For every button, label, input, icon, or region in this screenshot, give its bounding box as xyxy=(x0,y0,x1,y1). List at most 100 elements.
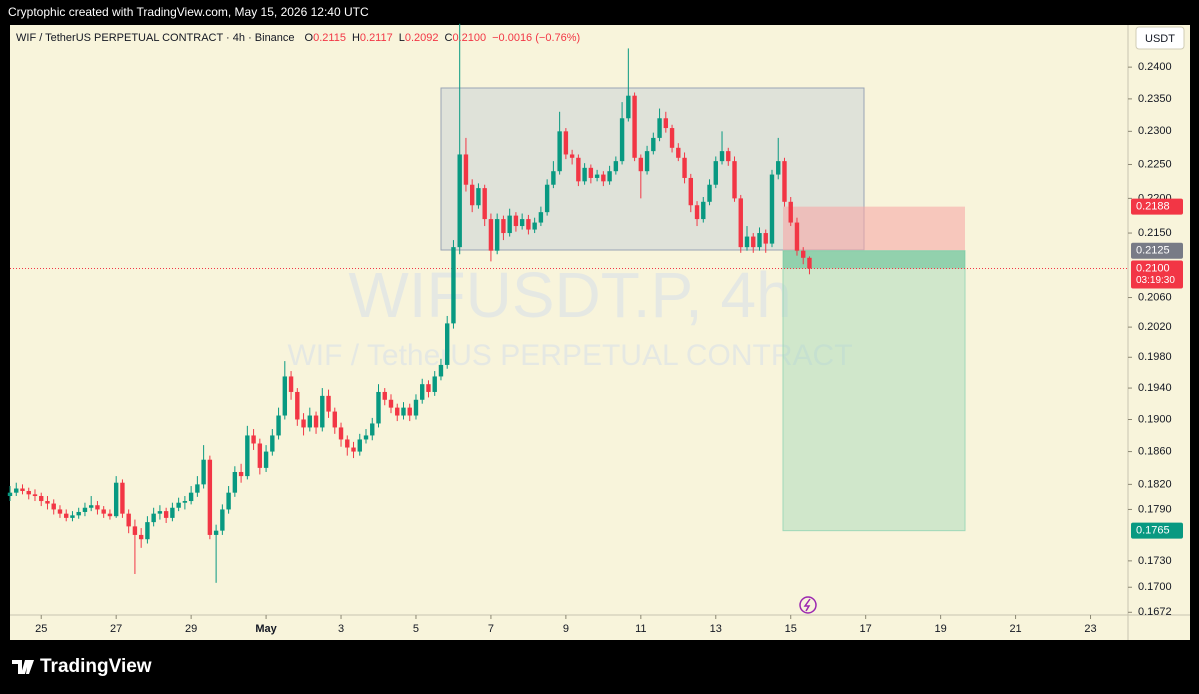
candle-body xyxy=(563,131,569,155)
candle-body xyxy=(332,411,337,428)
y-tick-label: 0.1980 xyxy=(1138,351,1172,363)
candle-body xyxy=(20,488,25,492)
candle-body xyxy=(26,491,31,495)
candle-body xyxy=(732,161,737,199)
ohlc-value: 0.2117 xyxy=(360,32,393,44)
candle-body xyxy=(14,488,19,493)
candle-body xyxy=(688,177,693,206)
candle-body xyxy=(57,509,63,514)
ohlc-value: 0.2100 xyxy=(452,32,486,44)
stop-label-bg xyxy=(1131,198,1183,215)
brand-name: TradingView xyxy=(40,656,152,677)
candle-body xyxy=(619,118,625,162)
candle-body xyxy=(132,526,138,535)
change: −0.0016 (−0.76%) xyxy=(492,32,580,44)
candle-body xyxy=(82,507,88,512)
candle-body xyxy=(326,395,331,412)
candle-body xyxy=(120,482,125,514)
candle-body xyxy=(426,384,431,392)
currency-button[interactable] xyxy=(1135,26,1185,50)
candle-body xyxy=(351,447,356,452)
candle-body xyxy=(569,154,575,158)
candle-body xyxy=(507,215,512,234)
candle-body xyxy=(245,435,250,477)
candle-body xyxy=(238,471,244,477)
candle-body xyxy=(532,222,537,230)
candle-body xyxy=(576,157,581,182)
candle-body xyxy=(694,205,700,220)
candle-body xyxy=(669,128,675,148)
candle-body xyxy=(163,511,169,518)
candle-body xyxy=(282,376,288,416)
candle-body xyxy=(519,219,525,227)
candle-body xyxy=(407,407,412,416)
candle-body xyxy=(488,219,494,251)
candle-body xyxy=(807,257,812,269)
candle-body xyxy=(176,502,181,508)
candle-body xyxy=(270,435,275,452)
ohlc-key: L xyxy=(399,32,405,44)
x-tick-label: 5 xyxy=(413,623,419,635)
x-tick-label: 21 xyxy=(1009,623,1021,635)
candle-body xyxy=(607,171,612,182)
candle-body xyxy=(64,513,69,518)
candle-body xyxy=(469,184,475,206)
candle-body xyxy=(276,415,281,436)
candle-body xyxy=(494,219,500,251)
candle-body xyxy=(601,174,606,182)
candle-body xyxy=(95,505,100,510)
currency[interactable]: USDT xyxy=(1145,33,1175,45)
candle-body xyxy=(188,492,194,502)
candle-body xyxy=(126,513,131,527)
candle-body xyxy=(363,435,369,440)
y-tick-label: 0.1820 xyxy=(1138,478,1172,490)
chart-background xyxy=(10,25,1190,640)
y-tick-label: 0.1730 xyxy=(1138,555,1172,567)
candle-body xyxy=(638,157,644,172)
x-tick-label: 17 xyxy=(860,623,872,635)
x-tick-label: 9 xyxy=(563,623,569,635)
candle-body xyxy=(451,247,456,324)
candles xyxy=(7,23,812,583)
y-tick-label: 0.2060 xyxy=(1138,291,1172,303)
candle-body xyxy=(232,471,238,493)
last-price-bg xyxy=(1131,260,1183,289)
candle-body xyxy=(776,161,781,175)
x-tick-label: 27 xyxy=(110,623,122,635)
credit: Cryptophic created with TradingView.com,… xyxy=(8,5,369,19)
candle-body xyxy=(713,161,718,185)
candle-body xyxy=(376,391,381,424)
watermark: WIF / TetherUS PERPETUAL CONTRACT xyxy=(287,339,852,372)
candle-body xyxy=(157,511,163,514)
candle-body xyxy=(801,250,806,258)
plot: 0.24000.23500.23000.22500.22000.21500.20… xyxy=(35,61,1172,635)
y-tick-label: 0.2250 xyxy=(1138,158,1172,170)
ohlc-value: 0.2115 xyxy=(313,32,346,44)
candle-body xyxy=(613,161,619,172)
last-price-label: 0.2100 xyxy=(1136,262,1170,274)
candle-body xyxy=(632,95,637,158)
target-zone xyxy=(782,250,966,532)
candle-body xyxy=(370,423,375,436)
candle-body xyxy=(651,137,656,152)
candle-body xyxy=(313,415,319,428)
candle-body xyxy=(557,131,562,172)
candle-body xyxy=(382,391,387,400)
x-tick-label: 7 xyxy=(488,623,494,635)
candle-body xyxy=(257,443,263,468)
candle-body xyxy=(551,171,556,185)
replay-icon[interactable] xyxy=(799,596,817,614)
y-tick-label: 0.2350 xyxy=(1138,93,1172,105)
y-tick-label: 0.1790 xyxy=(1138,503,1172,515)
x-tick-label: 3 xyxy=(338,623,344,635)
candle-body xyxy=(388,399,394,408)
ohlc-key: O xyxy=(305,32,314,44)
x-tick-label: May xyxy=(255,623,277,635)
candle-body xyxy=(395,407,400,416)
candle-body xyxy=(39,496,44,502)
y-tick-label: 0.1940 xyxy=(1138,382,1172,394)
candle-body xyxy=(107,513,113,517)
x-tick-label: 29 xyxy=(185,623,197,635)
candle-body xyxy=(751,236,756,248)
